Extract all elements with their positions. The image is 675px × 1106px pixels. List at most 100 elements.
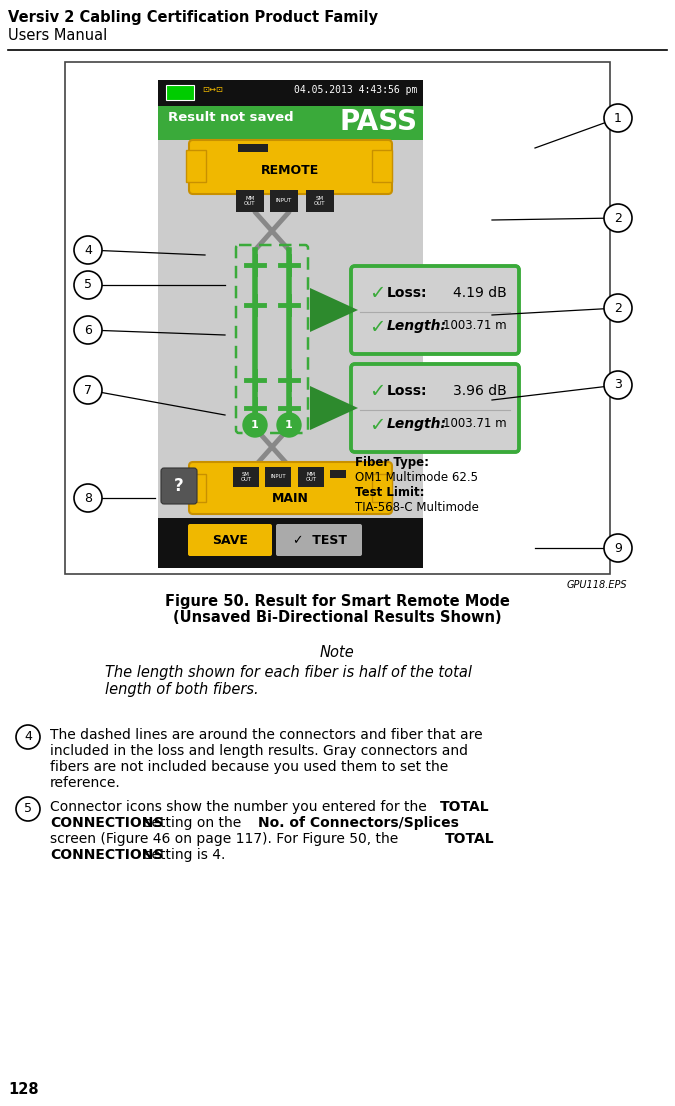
Text: setting is 4.: setting is 4. (140, 848, 225, 862)
Bar (238, 144, 268, 152)
Text: 3.96 dB: 3.96 dB (453, 384, 507, 398)
Text: ⊡↔⊡: ⊡↔⊡ (202, 85, 223, 94)
Text: reference.: reference. (50, 776, 121, 790)
Text: PASS: PASS (339, 108, 417, 136)
Text: 1: 1 (614, 112, 622, 125)
FancyBboxPatch shape (189, 140, 392, 194)
Text: 1: 1 (285, 420, 293, 430)
Polygon shape (310, 386, 358, 430)
Text: Result not saved: Result not saved (168, 111, 294, 124)
Text: GPU118.EPS: GPU118.EPS (566, 580, 627, 589)
Text: ✓: ✓ (369, 284, 385, 303)
Text: No. of Connectors/Splices: No. of Connectors/Splices (258, 816, 459, 830)
Text: 2: 2 (614, 211, 622, 225)
Bar (330, 470, 346, 478)
Text: fibers are not included because you used them to set the: fibers are not included because you used… (50, 760, 448, 774)
Text: MAIN: MAIN (271, 491, 308, 504)
Text: REMOTE: REMOTE (261, 164, 319, 177)
Text: The dashed lines are around the connectors and fiber that are: The dashed lines are around the connecto… (50, 728, 483, 742)
Text: (Unsaved Bi-Directional Results Shown): (Unsaved Bi-Directional Results Shown) (173, 611, 502, 625)
Text: Length:: Length: (387, 417, 447, 431)
Text: MM
OUT: MM OUT (244, 196, 256, 207)
Text: 4: 4 (24, 730, 32, 743)
Text: 5: 5 (24, 803, 32, 815)
Text: 3: 3 (614, 378, 622, 392)
Text: 2: 2 (614, 302, 622, 314)
Text: 9: 9 (614, 542, 622, 554)
Text: MM
OUT: MM OUT (305, 471, 317, 482)
Circle shape (74, 316, 102, 344)
Circle shape (604, 294, 632, 322)
Circle shape (74, 376, 102, 404)
Circle shape (604, 534, 632, 562)
FancyBboxPatch shape (189, 462, 392, 514)
Text: INPUT: INPUT (276, 198, 292, 204)
Text: 4.19 dB: 4.19 dB (453, 286, 507, 300)
Text: Connector icons show the number you entered for the: Connector icons show the number you ente… (50, 800, 431, 814)
Text: 04.05.2013 4:43:56 pm: 04.05.2013 4:43:56 pm (294, 85, 417, 95)
Bar (158, 80, 423, 106)
Text: 4: 4 (84, 243, 92, 257)
Circle shape (604, 204, 632, 232)
Text: CONNECTIONS: CONNECTIONS (50, 848, 163, 862)
Text: Users Manual: Users Manual (8, 28, 107, 43)
Text: included in the loss and length results. Gray connectors and: included in the loss and length results.… (50, 744, 468, 758)
Text: TOTAL: TOTAL (440, 800, 489, 814)
Text: ?: ? (174, 477, 184, 495)
Bar (158, 518, 423, 568)
Text: ✓: ✓ (369, 319, 385, 337)
Text: TIA-568-C Multimode: TIA-568-C Multimode (355, 501, 479, 514)
FancyBboxPatch shape (276, 524, 362, 556)
Circle shape (16, 726, 40, 749)
Bar (158, 106, 423, 140)
Text: ✓: ✓ (369, 416, 385, 435)
Text: The length shown for each fiber is half of the total
length of both fibers.: The length shown for each fiber is half … (105, 665, 472, 698)
Text: CONNECTIONS: CONNECTIONS (50, 816, 163, 830)
Text: setting on the: setting on the (140, 816, 246, 830)
Bar (306, 190, 334, 212)
Text: Test Limit:: Test Limit: (355, 486, 425, 499)
Bar (270, 190, 298, 212)
Text: Length:: Length: (387, 319, 447, 333)
FancyBboxPatch shape (351, 267, 519, 354)
Text: 6: 6 (84, 323, 92, 336)
Bar (236, 190, 264, 212)
Text: 8: 8 (84, 491, 92, 504)
Text: SAVE: SAVE (212, 533, 248, 546)
Text: screen (Figure 46 on page 117). For Figure 50, the: screen (Figure 46 on page 117). For Figu… (50, 832, 402, 846)
Polygon shape (310, 288, 358, 332)
Text: 7: 7 (84, 384, 92, 396)
Circle shape (243, 413, 267, 437)
Bar (166, 85, 194, 100)
Bar (158, 140, 423, 530)
Text: 1003.71 m: 1003.71 m (443, 417, 507, 430)
Bar (372, 150, 392, 182)
Text: Fiber Type:: Fiber Type: (355, 456, 429, 469)
Text: ✓: ✓ (369, 382, 385, 401)
Circle shape (74, 236, 102, 264)
Circle shape (74, 271, 102, 299)
FancyBboxPatch shape (161, 468, 197, 504)
Bar (65, 62, 610, 574)
Text: Loss:: Loss: (387, 384, 427, 398)
Text: INPUT: INPUT (270, 474, 286, 480)
Text: Versiv 2 Cabling Certification Product Family: Versiv 2 Cabling Certification Product F… (8, 10, 378, 25)
Bar (233, 467, 259, 487)
Text: Note: Note (320, 645, 354, 660)
Bar (372, 474, 392, 502)
Bar (265, 467, 291, 487)
Text: OM1 Multimode 62.5: OM1 Multimode 62.5 (355, 471, 478, 484)
Text: 128: 128 (8, 1082, 38, 1097)
FancyBboxPatch shape (351, 364, 519, 452)
Text: SM
OUT: SM OUT (315, 196, 326, 207)
Circle shape (74, 484, 102, 512)
Text: Loss:: Loss: (387, 286, 427, 300)
FancyBboxPatch shape (188, 524, 272, 556)
Circle shape (604, 371, 632, 399)
Bar (186, 474, 206, 502)
Text: 1003.71 m: 1003.71 m (443, 319, 507, 332)
Text: Figure 50. Result for Smart Remote Mode: Figure 50. Result for Smart Remote Mode (165, 594, 510, 609)
Circle shape (16, 797, 40, 821)
Text: TOTAL: TOTAL (445, 832, 495, 846)
Circle shape (604, 104, 632, 132)
